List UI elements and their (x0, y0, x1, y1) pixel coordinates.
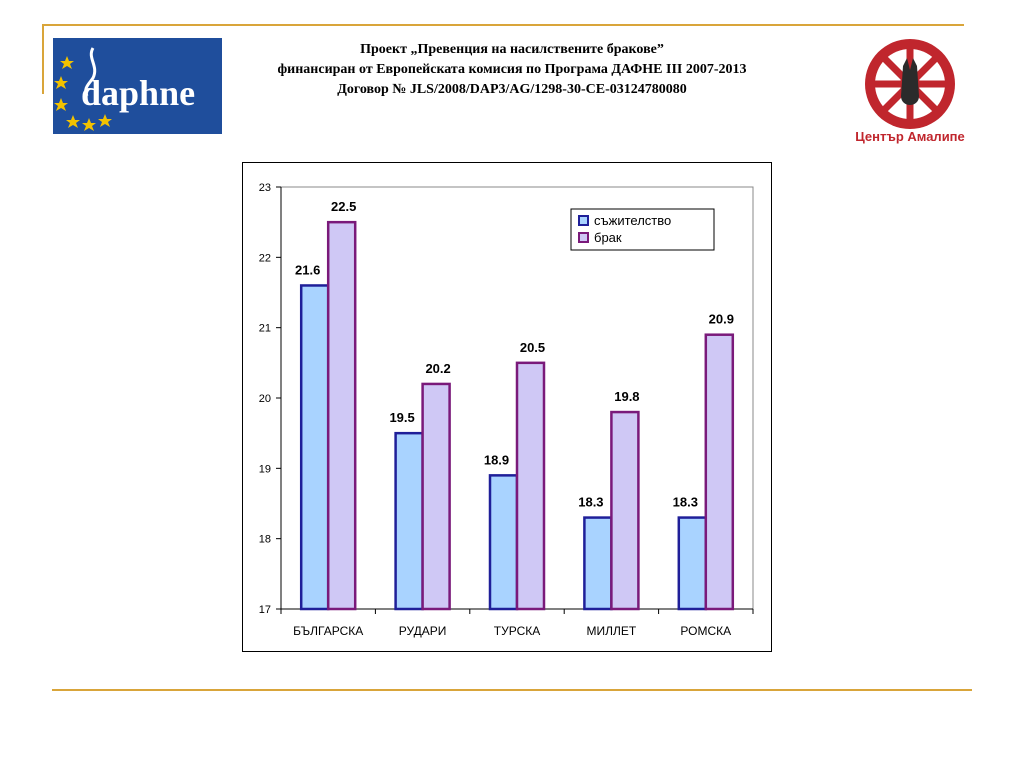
bar-marriage (421, 382, 451, 611)
bar-marriage (326, 220, 357, 611)
bar-marriage (515, 361, 546, 611)
data-label: 18.3 (673, 495, 698, 510)
y-tick-label: 21 (259, 323, 271, 335)
star-icon (60, 56, 74, 69)
y-tick-label: 22 (259, 252, 271, 264)
chart-frame: 17 18 19 20 21 22 23 21.6 22.5 БЪЛГАРСКА 19.5 20.2 Р… (242, 162, 772, 652)
star-icon (66, 115, 80, 128)
top-rule (42, 24, 964, 26)
star-icon (54, 76, 68, 89)
category-label: БЪЛГАРСКА (293, 624, 363, 638)
project-header: Проект „Превенция на насилствените брако… (222, 40, 802, 100)
data-label: 19.5 (389, 410, 414, 425)
star-icon (82, 118, 96, 131)
y-tick-label: 17 (259, 604, 271, 616)
header-line-3: Договор № JLS/2008/DAP3/AG/1298-30-CE-03… (337, 82, 687, 97)
left-rule (42, 24, 44, 94)
y-tick-label: 18 (259, 534, 271, 546)
y-tick-label: 19 (259, 463, 271, 475)
data-label: 18.9 (484, 452, 509, 467)
header-line-1: Проект „Превенция на насилствените брако… (360, 42, 664, 57)
bottom-rule (52, 689, 972, 691)
data-label: 20.5 (520, 340, 545, 355)
daphne-wordmark: daphne (81, 73, 195, 113)
category-label: РОМСКА (680, 624, 731, 638)
category-label: МИЛЛЕТ (587, 624, 637, 638)
data-label: 19.8 (614, 389, 639, 404)
y-tick-label: 23 (259, 182, 271, 194)
data-label: 18.3 (578, 495, 603, 510)
amalipe-logo (855, 36, 965, 146)
legend-swatch (578, 232, 589, 243)
bar-cohabitation (299, 284, 330, 611)
data-label: 22.5 (331, 199, 356, 214)
bar-cohabitation (488, 474, 519, 611)
bar-marriage (610, 410, 640, 611)
bar-chart: 17 18 19 20 21 22 23 21.6 22.5 БЪЛГАРСКА 19.5 20.2 Р… (259, 182, 754, 638)
legend-swatch (578, 215, 589, 226)
daphne-logo: daphne (53, 38, 222, 134)
star-icon (54, 98, 68, 111)
bar-cohabitation (394, 431, 424, 611)
y-tick-label: 20 (259, 393, 271, 405)
legend-label: съжителство (594, 213, 671, 228)
data-label: 21.6 (295, 262, 320, 277)
star-icon (98, 114, 112, 127)
legend (570, 208, 715, 251)
bar-cohabitation (677, 516, 708, 611)
amalipe-name: Център Амалипе (855, 129, 965, 144)
category-label: РУДАРИ (399, 624, 447, 638)
bar-marriage (704, 333, 735, 611)
data-label: 20.9 (709, 312, 734, 327)
data-label: 20.2 (425, 361, 450, 376)
bar-cohabitation (583, 516, 613, 611)
header-line-2: финансиран от Европейската комисия по Пр… (277, 62, 747, 77)
category-label: ТУРСКА (494, 624, 540, 638)
legend-label: брак (594, 230, 622, 245)
